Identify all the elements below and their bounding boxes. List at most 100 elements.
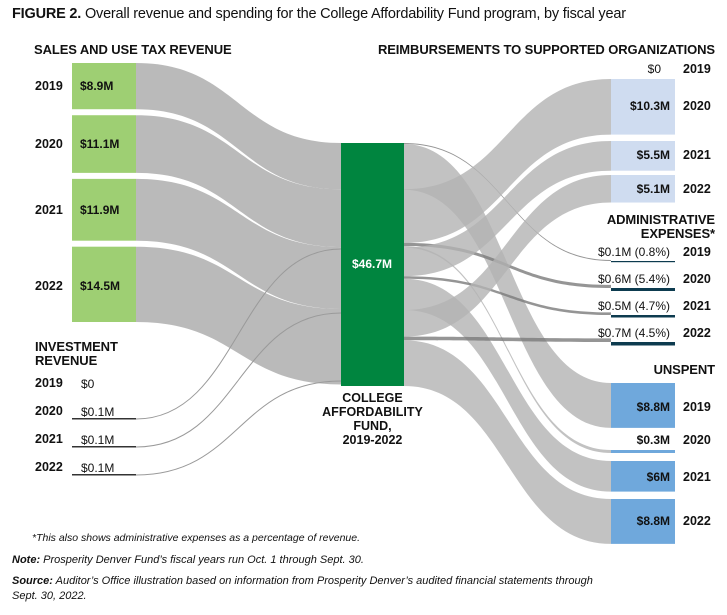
sales-node-2022 <box>72 246 136 322</box>
unspent-value-2021: $6M <box>646 470 670 484</box>
invest-year-2019: 2019 <box>35 376 63 390</box>
fund-label: COLLEGE AFFORDABILITY FUND, 2019-2022 <box>300 391 445 447</box>
source-label: Source: <box>12 575 53 587</box>
outflow-unspent-2022 <box>404 340 611 544</box>
admin-year-2019: 2019 <box>683 245 711 259</box>
invest-value-2020: $0.1M <box>81 405 115 419</box>
investment-node-2020 <box>72 418 136 420</box>
reimb-value-2019: $0 <box>647 62 661 76</box>
sales-year-2019: 2019 <box>35 79 63 93</box>
reimb-year-2022: 2022 <box>683 182 711 196</box>
outflow-reimbursement-2021 <box>404 141 611 277</box>
invest-year-2021: 2021 <box>35 432 63 446</box>
sales-year-2020: 2020 <box>35 137 63 151</box>
unspent-node-2022 <box>611 499 675 544</box>
admin-node-2019 <box>611 261 675 263</box>
reimbursements-header: REIMBURSEMENTS TO SUPPORTED ORGANIZATION… <box>377 42 715 57</box>
inflow-sales-2021 <box>136 178 341 309</box>
invest-value-2019: $0 <box>81 377 95 391</box>
outflow-unspent-2020 <box>404 246 611 453</box>
sales-node-2020 <box>72 115 136 173</box>
outflow-reimbursement-2022 <box>404 175 611 337</box>
admin-year-2022: 2022 <box>683 326 711 340</box>
unspent-year-2021: 2021 <box>683 470 711 484</box>
admin-value-2022: $0.7M (4.5%) <box>597 326 670 340</box>
inflow-investment-2021 <box>135 312 342 448</box>
figure-title-text: Overall revenue and spending for the Col… <box>81 6 626 22</box>
reimbursement-node-2021 <box>611 141 675 171</box>
source: Source: Auditor’s Office illustration ba… <box>12 575 593 587</box>
inflow-sales-2020 <box>136 115 341 248</box>
reimb-value-2021: $5.5M <box>636 148 670 162</box>
outflow-admin-2022 <box>404 336 611 342</box>
admin-node-2020 <box>611 288 675 291</box>
reimbursement-node-2022 <box>611 175 675 203</box>
inflow-links <box>135 63 342 476</box>
nodes <box>72 63 675 544</box>
source-line2: Sept. 30, 2022. <box>12 590 87 602</box>
unspent-node-2021 <box>611 461 675 492</box>
sales-header: SALES AND USE TAX REVENUE <box>34 42 232 57</box>
figure-label: FIGURE 2. <box>12 6 82 22</box>
unspent-year-2022: 2022 <box>683 514 711 528</box>
admin-year-2021: 2021 <box>683 299 711 313</box>
admin-header-line2: EXPENSES* <box>640 226 715 241</box>
reimbursement-node-2020 <box>611 79 675 135</box>
inflow-sales-2022 <box>136 246 341 385</box>
unspent-value-2019: $8.8M <box>636 400 670 414</box>
investment-node-2022 <box>72 474 136 476</box>
fund-label-line2: AFFORDABILITY <box>322 405 423 419</box>
unspent-value-2020: $0.3M <box>636 433 670 447</box>
investment-node-2021 <box>72 446 136 448</box>
reimb-value-2022: $5.1M <box>636 182 670 196</box>
unspent-year-2020: 2020 <box>683 433 711 447</box>
admin-node-2021 <box>611 315 675 318</box>
outflow-admin-2021 <box>404 276 611 315</box>
figure-title: FIGURE 2. Overall revenue and spending f… <box>12 6 626 22</box>
outflow-unspent-2021 <box>404 278 611 492</box>
inflow-investment-2020 <box>135 248 342 420</box>
reimb-value-2020: $10.3M <box>629 99 670 113</box>
invest-value-2022: $0.1M <box>81 461 115 475</box>
asterisk-note: *This also shows administrative expenses… <box>32 532 361 544</box>
admin-year-2020: 2020 <box>683 272 711 286</box>
investment-header-line2: REVENUE <box>35 353 98 368</box>
admin-header: ADMINISTRATIVE EXPENSES* <box>607 213 715 241</box>
fund-label-line3: FUND, <box>353 419 392 433</box>
inflow-sales-2019 <box>136 63 341 190</box>
sales-year-2021: 2021 <box>35 203 63 217</box>
reimb-year-2020: 2020 <box>683 99 711 113</box>
admin-value-2021: $0.5M (4.7%) <box>597 299 670 313</box>
invest-year-2020: 2020 <box>35 404 63 418</box>
note-label: Note: <box>12 554 41 566</box>
sales-value-2021: $11.9M <box>80 203 120 217</box>
admin-value-2020: $0.6M (5.4%) <box>597 272 670 286</box>
sales-node-2021 <box>72 178 136 241</box>
reimb-year-2021: 2021 <box>683 148 711 162</box>
inflow-investment-2022 <box>135 380 342 476</box>
investment-header: INVESTMENT REVENUE <box>35 340 118 368</box>
note-text: Prosperity Denver Fund’s fiscal years ru… <box>40 554 364 566</box>
fund-label-line1: COLLEGE <box>342 391 403 405</box>
outflow-links <box>404 79 611 544</box>
sales-value-2022: $14.5M <box>80 279 121 293</box>
fund-node <box>341 143 404 386</box>
sales-value-2020: $11.1M <box>80 137 120 151</box>
note: Note: Prosperity Denver Fund’s fiscal ye… <box>12 554 364 566</box>
unspent-value-2022: $8.8M <box>636 514 670 528</box>
fund-total-value: $46.7M <box>352 257 393 271</box>
reimb-year-2019: 2019 <box>683 62 711 76</box>
unspent-node-2019 <box>611 383 675 428</box>
fund-label-line4: 2019-2022 <box>342 433 403 447</box>
sales-node-2019 <box>72 63 136 110</box>
invest-value-2021: $0.1M <box>81 433 115 447</box>
unspent-year-2019: 2019 <box>683 400 711 414</box>
sales-value-2019: $8.9M <box>80 79 114 93</box>
sales-year-2022: 2022 <box>35 279 63 293</box>
invest-year-2022: 2022 <box>35 460 63 474</box>
admin-header-line1: ADMINISTRATIVE <box>606 212 715 227</box>
outflow-reimbursement-2020 <box>404 79 611 243</box>
investment-header-line1: INVESTMENT <box>35 339 118 354</box>
source-text-line1: Auditor’s Office illustration based on i… <box>52 575 593 587</box>
